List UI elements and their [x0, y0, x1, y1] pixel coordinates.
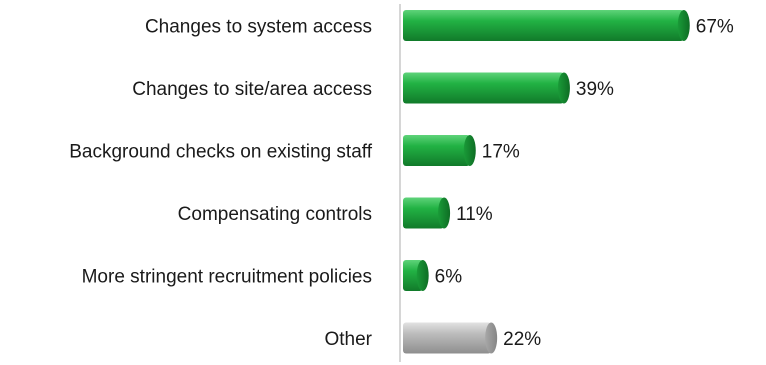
bar-end-cap-changes-to-system-access: [677, 10, 690, 41]
bar-body-compensating-controls: [403, 197, 445, 229]
category-label-other: Other: [324, 329, 372, 350]
bar-body-changes-to-site-area-access: [403, 72, 564, 104]
value-label-background-checks-on-existing-staff: 17%: [482, 142, 520, 163]
bar-end-cap-other: [485, 322, 498, 354]
value-label-other: 22%: [503, 329, 541, 350]
bar-changes-to-system-access: [403, 10, 690, 41]
category-label-more-stringent-recruitment-policies: More stringent recruitment policies: [82, 267, 372, 288]
bar-more-stringent-recruitment-policies: [403, 260, 429, 291]
bar-changes-to-site-area-access: [403, 72, 570, 104]
value-label-more-stringent-recruitment-policies: 6%: [435, 267, 463, 288]
category-label-background-checks-on-existing-staff: Background checks on existing staff: [69, 142, 372, 163]
bar-end-cap-changes-to-site-area-access: [557, 72, 570, 104]
category-label-compensating-controls: Compensating controls: [178, 204, 372, 225]
bar-end-cap-background-checks-on-existing-staff: [463, 135, 476, 166]
bar-body-changes-to-system-access: [403, 10, 684, 41]
bar-other: [403, 322, 498, 354]
bar-body-other: [403, 322, 492, 354]
category-label-changes-to-site-area-access: Changes to site/area access: [132, 79, 372, 100]
category-label-changes-to-system-access: Changes to system access: [145, 17, 372, 38]
bar-body-background-checks-on-existing-staff: [403, 135, 470, 166]
value-label-changes-to-site-area-access: 39%: [576, 79, 614, 100]
value-label-changes-to-system-access: 67%: [696, 17, 734, 38]
value-label-compensating-controls: 11%: [456, 204, 493, 225]
bar-end-cap-compensating-controls: [438, 197, 451, 229]
bar-compensating-controls: [403, 197, 451, 229]
bar-end-cap-more-stringent-recruitment-policies: [416, 260, 429, 291]
bar-background-checks-on-existing-staff: [403, 135, 476, 166]
